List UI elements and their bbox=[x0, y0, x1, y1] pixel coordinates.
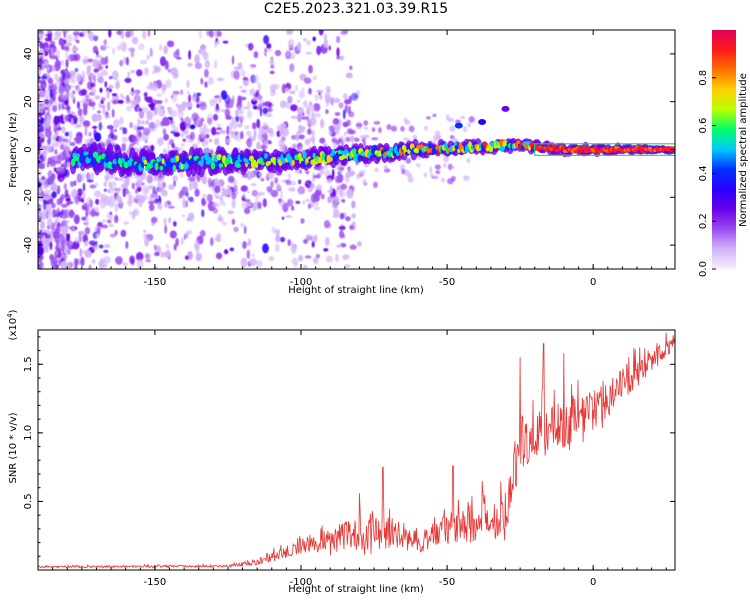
snr-y-tick-label: 1.0 bbox=[23, 425, 34, 441]
snr-x-tick-label: -100 bbox=[290, 577, 313, 588]
colorbar: 0.0 0.2 0.4 0.6 0.8 Normalized spectral ampl… bbox=[698, 30, 749, 277]
snr-x-tick-label: -150 bbox=[144, 577, 167, 588]
colorbar-gradient bbox=[712, 30, 736, 269]
snr-y-tick-label: 1.5 bbox=[23, 356, 34, 372]
spectrogram-x-tick-label: -50 bbox=[439, 277, 455, 288]
spectrogram-panel: -150 -100 -50 0 -40 -20 0 20 40 Height of straig… bbox=[8, 29, 676, 296]
colorbar-label: Normalized spectral amplitude bbox=[738, 73, 749, 227]
snr-series-line bbox=[38, 332, 675, 570]
colorbar-tick-label: 0.4 bbox=[698, 165, 709, 181]
snr-x-tick-label: -50 bbox=[439, 577, 455, 588]
spectrogram-y-tick-label: -20 bbox=[23, 189, 34, 205]
colorbar-ticks: 0.0 0.2 0.4 0.6 0.8 bbox=[698, 70, 716, 277]
snr-exponent-label: (x104) bbox=[6, 309, 19, 340]
colorbar-tick-label: 0.6 bbox=[698, 118, 709, 134]
colorbar-tick-label: 0.8 bbox=[698, 70, 709, 86]
snr-ticks: -150 -100 -50 0 0.5 1.0 1.5 bbox=[23, 330, 675, 588]
snr-frame bbox=[37, 329, 676, 571]
spectrogram-y-tick-label: 40 bbox=[23, 48, 34, 61]
svg-text:(x104): (x104) bbox=[6, 309, 19, 340]
snr-x-tick-label: 0 bbox=[590, 577, 596, 588]
figure-title: C2E5.2023.321.03.39.R15 bbox=[263, 1, 449, 17]
snr-panel: -150 -100 -50 0 0.5 1.0 1.5 Height of straight… bbox=[6, 309, 676, 595]
spectrogram-y-tick-label: 0 bbox=[23, 146, 34, 152]
spectrogram-x-tick-label: -100 bbox=[290, 277, 313, 288]
spectrogram-y-tick-label: 20 bbox=[23, 95, 34, 108]
snr-exponent-close: ) bbox=[8, 309, 19, 313]
spectrogram-ridge bbox=[69, 105, 675, 178]
colorbar-tick-label: 0.2 bbox=[698, 213, 709, 229]
spectrogram-y-tick-label: -40 bbox=[23, 237, 34, 253]
snr-exponent-sup: 4 bbox=[6, 313, 14, 318]
snr-y-label: SNR (10 * v/v) bbox=[8, 412, 19, 483]
snr-plot-area bbox=[38, 330, 675, 570]
spectrogram-x-tick-label: -150 bbox=[144, 277, 167, 288]
snr-x-label: Height of straight line (km) bbox=[288, 584, 424, 595]
spectrogram-x-tick-label: 0 bbox=[590, 277, 596, 288]
colorbar-tick-label: 0.0 bbox=[698, 261, 709, 277]
spectrogram-marks bbox=[38, 30, 675, 269]
spectrogram-y-label: Frequency (Hz) bbox=[8, 112, 19, 188]
spectrogram-ticks: -150 -100 -50 0 -40 -20 0 20 40 bbox=[23, 29, 675, 288]
snr-y-tick-label: 0.5 bbox=[23, 493, 34, 509]
snr-exponent-base: (x10 bbox=[8, 318, 19, 341]
spectrogram-x-label: Height of straight line (km) bbox=[288, 285, 424, 296]
